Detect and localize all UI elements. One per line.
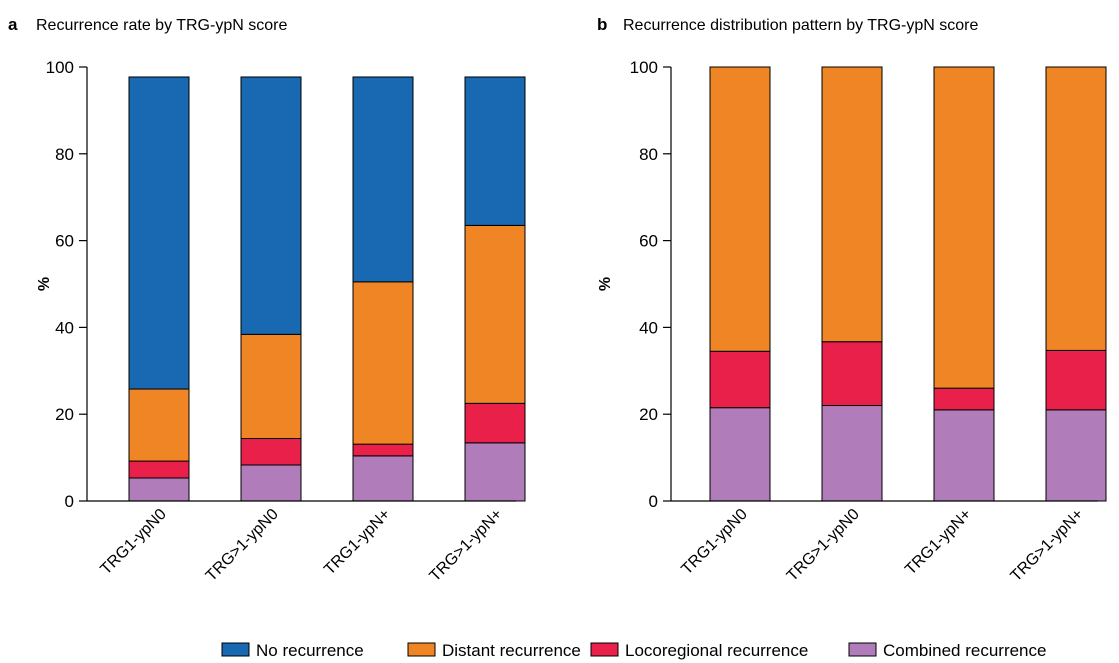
panel-a-letter: a	[8, 15, 18, 34]
bar-segment-a-1-2	[240, 333, 302, 440]
panel-b-title: Recurrence distribution pattern by TRG-y…	[623, 17, 979, 34]
panel-a-category-labels: TRG1-ypN0 TRG>1-ypN0 TRG1-ypN+ TRG>1-ypN+	[97, 506, 505, 585]
legend-label-3: Combined recurrence	[883, 641, 1046, 660]
panel-b-axes: 0 20 40 60 80 100	[630, 58, 1098, 511]
panel-a-y-tick-label: 20	[55, 405, 74, 424]
legend-label-2: Locoregional recurrence	[625, 641, 808, 660]
legend-swatch-1	[407, 642, 436, 657]
bar-segment-a-0-2	[128, 388, 190, 462]
panel-a-y-axis-label: %	[36, 277, 53, 291]
panel-a-category-label-2: TRG1-ypN+	[321, 506, 394, 579]
legend-swatch-3	[848, 642, 877, 657]
panel-b-category-label-2: TRG1-ypN+	[902, 506, 975, 579]
panel-b-bars	[709, 66, 1107, 502]
bar-segment-a-1-0	[240, 464, 302, 502]
panel-b-y-tick-label: 60	[639, 232, 658, 251]
legend: No recurrence Distant recurrence Locoregio…	[221, 641, 1046, 660]
bar-segment-a-3-0	[464, 442, 526, 502]
legend-swatch-2	[590, 642, 619, 657]
panel-a-y-tick-label: 0	[65, 492, 74, 511]
bar-segment-b-3-1	[1045, 349, 1107, 411]
panel-b-letter: b	[597, 15, 607, 34]
bar-segment-a-1-1	[240, 438, 302, 466]
panel-b-category-label-3: TRG>1-ypN+	[1008, 506, 1087, 585]
panel-b-y-axis-label: %	[597, 277, 614, 291]
bar-segment-a-2-2	[352, 281, 414, 445]
panel-b-y-tick-label: 0	[649, 492, 658, 511]
panel-a-y-tick-label: 100	[46, 58, 74, 77]
panel-a-bars	[128, 76, 526, 502]
bar-segment-a-3-3	[464, 76, 526, 226]
legend-swatch-0	[221, 642, 250, 657]
panel-b-category-label-1: TRG>1-ypN0	[784, 506, 863, 585]
bar-segment-a-2-3	[352, 76, 414, 283]
bar-segment-a-0-1	[128, 460, 190, 479]
panel-a-y-tick-label: 80	[55, 145, 74, 164]
bar-segment-a-2-1	[352, 443, 414, 457]
bar-segment-b-1-1	[821, 341, 883, 407]
bar-segment-a-0-3	[128, 76, 190, 390]
bar-segment-a-1-3	[240, 76, 302, 335]
panel-a-category-label-3: TRG>1-ypN+	[427, 506, 506, 585]
bar-segment-b-2-0	[933, 409, 995, 502]
panel-b-y-tick-label: 100	[630, 58, 658, 77]
bar-segment-b-1-2	[821, 66, 883, 343]
panel-a: a Recurrence rate by TRG-ypN score % 0 20…	[8, 15, 526, 585]
bar-segment-b-3-2	[1045, 66, 1107, 351]
panel-a-axes: 0 20 40 60 80 100	[46, 58, 516, 511]
panel-a-category-label-0: TRG1-ypN0	[97, 506, 169, 578]
bar-segment-a-0-0	[128, 477, 190, 502]
panel-b-y-tick-label: 20	[639, 405, 658, 424]
panel-b: b Recurrence distribution pattern by TRG…	[597, 15, 1107, 585]
bar-segment-b-3-0	[1045, 409, 1107, 502]
bar-segment-b-0-1	[709, 350, 771, 409]
bar-segment-b-1-0	[821, 405, 883, 502]
bar-segment-b-2-1	[933, 387, 995, 411]
panel-a-category-label-1: TRG>1-ypN0	[203, 506, 282, 585]
panel-b-y-tick-label: 80	[639, 145, 658, 164]
panel-b-category-labels: TRG1-ypN0 TRG>1-ypN0 TRG1-ypN+ TRG>1-ypN+	[678, 506, 1086, 585]
panel-a-y-tick-label: 60	[55, 232, 74, 251]
legend-label-0: No recurrence	[256, 641, 364, 660]
bar-segment-a-3-1	[464, 402, 526, 444]
panel-a-y-tick-label: 40	[55, 318, 74, 337]
legend-label-1: Distant recurrence	[442, 641, 581, 660]
bar-segment-a-3-2	[464, 224, 526, 404]
bar-segment-b-0-0	[709, 407, 771, 502]
panel-b-y-tick-label: 40	[639, 318, 658, 337]
panel-a-title: Recurrence rate by TRG-ypN score	[36, 17, 287, 34]
bar-segment-b-0-2	[709, 66, 771, 352]
bar-segment-b-2-2	[933, 66, 995, 389]
panel-b-category-label-0: TRG1-ypN0	[678, 506, 750, 578]
bar-segment-a-2-0	[352, 455, 414, 502]
